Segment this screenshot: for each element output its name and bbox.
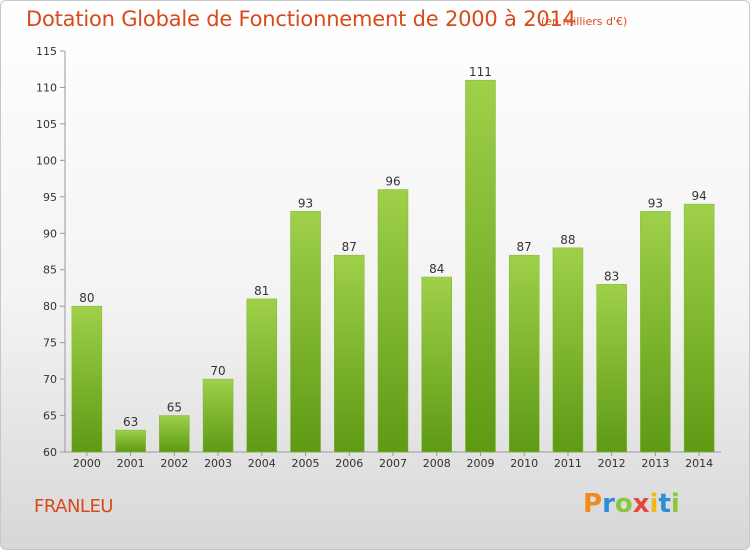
chart-title: Dotation Globale de Fonctionnement de 20…: [26, 7, 576, 31]
data-label: 65: [167, 401, 182, 415]
y-tick-label: 105: [36, 118, 57, 131]
x-tick-label: 2013: [641, 457, 669, 470]
y-axis: 60 65 70 75 80 85 90 95 100 105 110 115: [36, 45, 66, 459]
logo-letter: r: [602, 489, 615, 519]
bar: [508, 254, 540, 453]
logo-letter: P: [583, 489, 603, 519]
data-label: 81: [254, 284, 269, 298]
bar: [683, 203, 715, 453]
y-tick-label: 85: [43, 264, 57, 277]
x-tick-label: 2011: [554, 457, 582, 470]
data-label: 83: [604, 269, 619, 283]
bar: [246, 298, 278, 453]
x-tick-label: 2002: [160, 457, 188, 470]
data-label: 84: [429, 262, 444, 276]
x-tick-label: 2007: [379, 457, 407, 470]
data-label: 94: [691, 189, 706, 203]
logo-letter: t: [658, 489, 671, 519]
bar: [115, 429, 146, 453]
y-tick-label: 115: [36, 45, 57, 58]
data-label: 87: [342, 240, 357, 254]
bars-group: [71, 79, 715, 453]
x-tick-label: 2004: [248, 457, 276, 470]
data-label: 93: [648, 196, 663, 210]
data-label: 93: [298, 196, 313, 210]
data-label: 87: [517, 240, 532, 254]
x-tick-label: 2012: [598, 457, 626, 470]
logo-letter: o: [614, 489, 633, 519]
data-label: 96: [385, 175, 400, 189]
data-label: 111: [469, 65, 492, 79]
x-tick-label: 2000: [73, 457, 101, 470]
x-tick-label: 2010: [510, 457, 538, 470]
bar: [334, 254, 365, 453]
bar: [377, 189, 409, 453]
x-tick-label: 2003: [204, 457, 232, 470]
bar: [640, 211, 671, 453]
bar: [596, 284, 627, 453]
bar: [290, 211, 321, 453]
data-label: 70: [210, 364, 225, 378]
x-tick-label: 2009: [466, 457, 494, 470]
data-labels-group: 80 63 65 70 81 93 87 96 84 111 87 88 83 93 94: [79, 65, 707, 429]
y-tick-label: 110: [36, 81, 57, 94]
bar: [465, 79, 496, 453]
bar: [421, 276, 452, 453]
x-axis: 2000 2001 2002 2003 2004 2005 2006 2007 2008 2009…: [65, 451, 721, 470]
y-tick-label: 75: [43, 337, 57, 350]
data-label: 63: [123, 415, 138, 429]
logo-letter: i: [649, 489, 659, 519]
proxiti-logo[interactable]: Proxiti: [583, 489, 680, 519]
y-tick-label: 60: [43, 446, 57, 459]
data-label: 80: [79, 291, 94, 305]
x-tick-label: 2006: [335, 457, 363, 470]
bar: [71, 305, 103, 453]
y-tick-label: 65: [43, 410, 57, 423]
bar: [159, 415, 190, 453]
y-tick-label: 70: [43, 373, 57, 386]
logo-letter: x: [632, 489, 650, 519]
bar: [552, 247, 584, 453]
x-tick-label: 2014: [685, 457, 713, 470]
bar: [202, 378, 234, 453]
x-tick-label: 2001: [117, 457, 145, 470]
x-tick-label: 2005: [292, 457, 320, 470]
y-tick-label: 80: [43, 300, 57, 313]
y-tick-label: 100: [36, 154, 57, 167]
y-tick-label: 95: [43, 191, 57, 204]
data-label: 88: [560, 233, 575, 247]
commune-name: FRANLEU: [34, 496, 114, 517]
x-tick-label: 2008: [423, 457, 451, 470]
y-tick-label: 90: [43, 227, 57, 240]
chart-subtitle: (en milliers d'€): [541, 15, 628, 28]
logo-letter: i: [670, 489, 680, 519]
